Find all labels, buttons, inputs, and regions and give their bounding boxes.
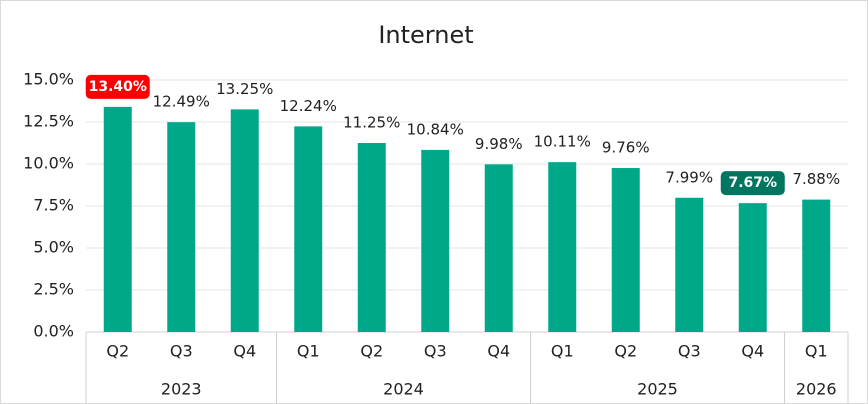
- value-label: 9.76%: [602, 139, 650, 157]
- bar: [738, 203, 767, 332]
- year-label: 2024: [383, 380, 424, 399]
- year-label: 2025: [637, 380, 678, 399]
- x-tick-label: Q3: [424, 342, 447, 361]
- bar: [230, 109, 259, 333]
- y-tick-label: 15.0%: [23, 70, 74, 89]
- value-label-box: [720, 171, 785, 196]
- x-tick-label: Q2: [360, 342, 383, 361]
- bar: [484, 164, 513, 332]
- value-label: 7.88%: [792, 170, 840, 188]
- x-tick-label: Q1: [805, 342, 828, 361]
- value-label: 13.25%: [216, 80, 273, 98]
- value-label-box: [85, 74, 150, 99]
- x-tick-label: Q2: [614, 342, 637, 361]
- y-tick-label: 7.5%: [33, 196, 74, 215]
- x-tick-label: Q3: [170, 342, 193, 361]
- x-tick-label: Q1: [551, 342, 574, 361]
- y-tick-label: 0.0%: [33, 322, 74, 341]
- bar: [167, 122, 196, 332]
- value-label: 9.98%: [475, 135, 523, 153]
- x-tick-label: Q1: [297, 342, 320, 361]
- value-label: 12.24%: [280, 97, 337, 115]
- value-label: 7.67%: [728, 175, 777, 191]
- value-label: 12.49%: [153, 93, 210, 111]
- x-tick-label: Q4: [233, 342, 256, 361]
- y-tick-label: 10.0%: [23, 154, 74, 173]
- value-label: 13.40%: [89, 79, 147, 95]
- bar: [802, 199, 831, 332]
- x-tick-label: Q4: [487, 342, 510, 361]
- year-label: 2026: [796, 380, 837, 399]
- value-label: 11.25%: [343, 114, 400, 132]
- bar: [675, 197, 704, 332]
- bar: [421, 149, 450, 332]
- bar: [548, 162, 577, 332]
- y-tick-label: 12.5%: [23, 112, 74, 131]
- y-tick-label: 2.5%: [33, 280, 74, 299]
- x-tick-label: Q2: [106, 342, 129, 361]
- bar: [611, 168, 640, 332]
- x-tick-label: Q3: [678, 342, 701, 361]
- bar: [294, 126, 323, 332]
- chart-title: Internet: [378, 21, 473, 49]
- bar: [103, 106, 132, 332]
- value-label: 10.84%: [407, 120, 464, 138]
- year-label: 2023: [161, 380, 202, 399]
- value-label: 7.99%: [665, 168, 713, 186]
- value-label: 10.11%: [534, 133, 591, 151]
- y-tick-label: 5.0%: [33, 238, 74, 257]
- bar: [357, 143, 386, 332]
- x-tick-label: Q4: [741, 342, 764, 361]
